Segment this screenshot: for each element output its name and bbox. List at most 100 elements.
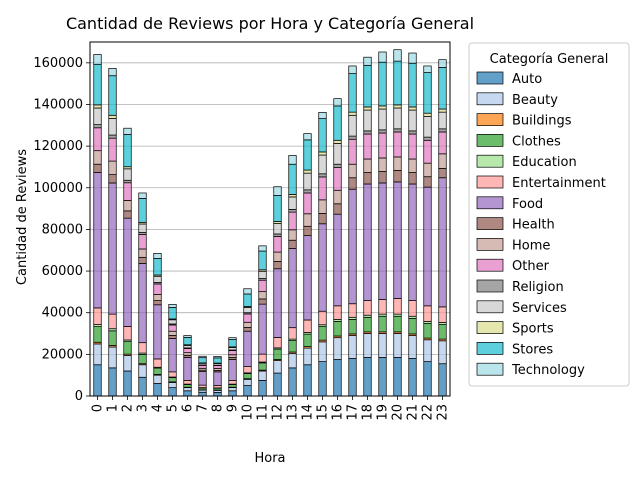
bar-segment [349, 189, 357, 304]
bar-segment [259, 271, 267, 278]
bar-segment [214, 372, 222, 386]
bar-segment [364, 134, 372, 159]
bar-segment [139, 193, 147, 198]
x-tick-label: 8 [211, 404, 226, 412]
legend-label: Religion [512, 280, 564, 295]
legend-label: Clothes [512, 134, 561, 149]
bar-segment [319, 213, 327, 223]
bar-segment [109, 368, 117, 396]
y-axis-label: Cantidad de Reviews [15, 149, 30, 285]
bar-segment [304, 173, 312, 190]
bar-segment [169, 331, 177, 335]
bar-segment [109, 138, 117, 161]
bar-segment [259, 363, 267, 370]
bar-segment [349, 304, 357, 318]
bar-segment [334, 214, 342, 306]
bar-segment [349, 112, 357, 115]
bar-segment [364, 173, 372, 184]
bar-segment [154, 384, 162, 396]
bar-segment [229, 338, 237, 340]
legend-label: Food [512, 197, 543, 212]
bar-segment [169, 382, 177, 387]
bar-segment [169, 372, 177, 377]
x-tick-label: 0 [91, 404, 106, 412]
bar-segment [139, 224, 147, 232]
bar-segment [409, 131, 417, 134]
bar-segment [139, 234, 147, 249]
bar-segment [409, 53, 417, 63]
legend-swatch [477, 197, 503, 209]
bar-segment [109, 135, 117, 138]
bar-segment [319, 177, 327, 200]
bar-segment [259, 246, 267, 251]
legend-swatch [477, 322, 503, 334]
x-tick-label: 22 [421, 404, 436, 421]
bar-segment [304, 236, 312, 320]
y-tick-label: 40000 [42, 306, 83, 321]
bar-segment [334, 140, 342, 143]
bar-segment [424, 177, 432, 187]
bar-segment [154, 375, 162, 383]
bar-segment [394, 299, 402, 315]
bar-segment [319, 155, 327, 174]
bar-segment [199, 372, 207, 386]
bar-segment [394, 334, 402, 358]
bar-segment [304, 226, 312, 235]
bar-segment [289, 240, 297, 248]
bar-segment [424, 116, 432, 137]
bar-segment [319, 342, 327, 362]
bar-segment [274, 373, 282, 396]
x-tick-label: 15 [316, 404, 331, 421]
bar-segment [304, 134, 312, 140]
bar-segment [124, 128, 132, 134]
legend-swatch [477, 114, 503, 126]
bar-segment [244, 308, 252, 313]
bar-segment [409, 159, 417, 173]
bar-segment [109, 115, 117, 118]
bar-segment [184, 380, 192, 384]
bar-segment [199, 365, 207, 368]
bar-segment [124, 355, 132, 371]
bar-segment [244, 367, 252, 373]
bar-segment [304, 214, 312, 226]
bar-segment [94, 308, 102, 325]
bar-segment [364, 159, 372, 173]
legend-swatch [477, 301, 503, 313]
bar-segment [334, 338, 342, 360]
bar-segment [439, 132, 447, 154]
bar-segment [139, 343, 147, 353]
bar-segment [244, 322, 252, 327]
bar-segment [244, 314, 252, 322]
bar-segment [214, 392, 222, 396]
bar-segment [274, 269, 282, 338]
bar-segment [394, 105, 402, 108]
bar-segment [259, 280, 267, 291]
bar-segment [124, 180, 132, 182]
bar-segment [364, 65, 372, 107]
bar-segment [184, 388, 192, 391]
x-tick-label: 12 [271, 404, 286, 421]
legend-label: Stores [512, 342, 553, 357]
bar-segment [409, 63, 417, 107]
bar-segment [289, 209, 297, 212]
bar-segment [379, 357, 387, 396]
bar-segment [289, 353, 297, 368]
bar-segment [364, 57, 372, 65]
legend-label: Other [512, 259, 550, 274]
legend-label: Entertainment [512, 176, 606, 191]
x-tick-label: 19 [376, 404, 391, 421]
x-tick-label: 21 [406, 404, 421, 421]
bar-segment [244, 289, 252, 294]
bar-segment [124, 218, 132, 326]
bar-segment [229, 360, 237, 381]
x-tick-label: 16 [331, 404, 346, 421]
bar-segment [349, 115, 357, 136]
legend-swatch [477, 72, 503, 84]
bar-segment [289, 194, 297, 196]
bar-segment [439, 154, 447, 169]
bar-segment [199, 356, 207, 357]
bar-segment [199, 358, 207, 363]
bar-segment [334, 106, 342, 140]
x-tick-label: 20 [391, 404, 406, 421]
bar-segment [439, 60, 447, 68]
